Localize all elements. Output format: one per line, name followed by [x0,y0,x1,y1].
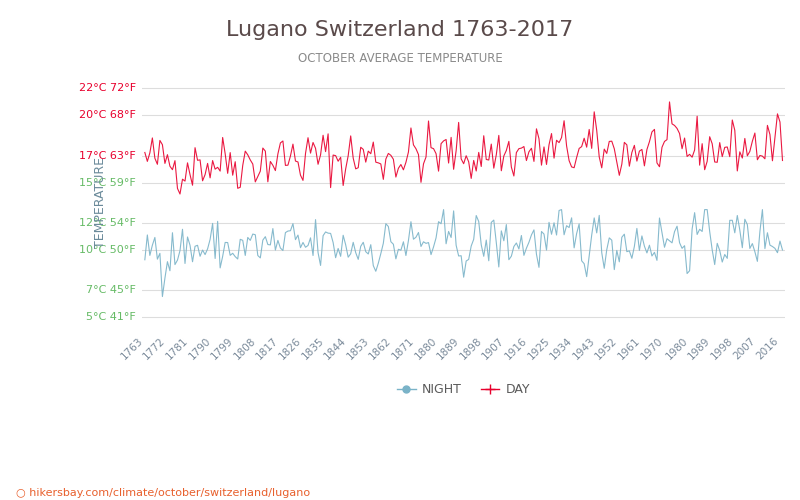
Text: 22°C 72°F: 22°C 72°F [78,84,136,94]
Text: 15°C 59°F: 15°C 59°F [79,178,136,188]
Text: TEMPERATURE: TEMPERATURE [94,158,107,248]
Text: 17°C 63°F: 17°C 63°F [79,151,136,161]
Legend: NIGHT, DAY: NIGHT, DAY [392,378,535,401]
Text: OCTOBER AVERAGE TEMPERATURE: OCTOBER AVERAGE TEMPERATURE [298,52,502,66]
Text: 7°C 45°F: 7°C 45°F [86,286,136,296]
Text: 12°C 54°F: 12°C 54°F [79,218,136,228]
Text: ○ hikersbay.com/climate/october/switzerland/lugano: ○ hikersbay.com/climate/october/switzerl… [16,488,310,498]
Text: Lugano Switzerland 1763-2017: Lugano Switzerland 1763-2017 [226,20,574,40]
Text: 20°C 68°F: 20°C 68°F [79,110,136,120]
Text: 10°C 50°F: 10°C 50°F [79,245,136,255]
Text: 5°C 41°F: 5°C 41°F [86,312,136,322]
